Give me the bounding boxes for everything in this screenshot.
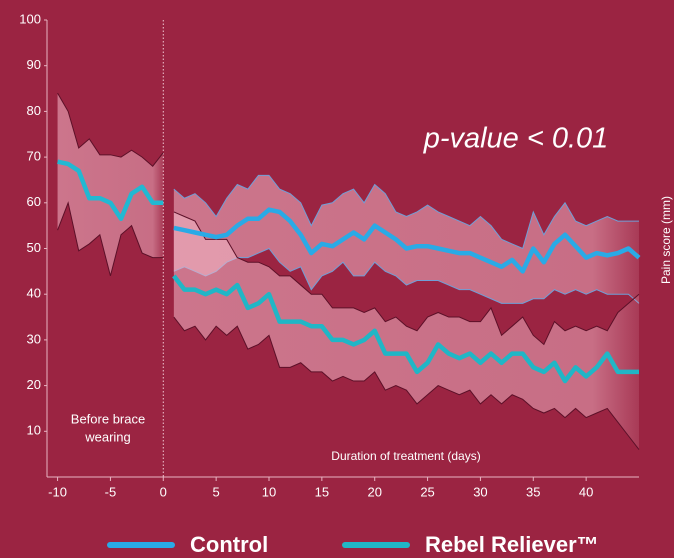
x-tick-label: 5 <box>213 484 220 499</box>
y-tick-label: 40 <box>27 286 41 301</box>
legend-label: Control <box>190 532 268 557</box>
band-edge <box>173 316 640 450</box>
x-tick-label: 0 <box>160 484 167 499</box>
y-tick-label: 50 <box>27 240 41 255</box>
y-tick-label: 70 <box>27 149 41 164</box>
band-edge <box>57 201 164 277</box>
before-label: wearing <box>84 429 131 444</box>
band-edge <box>173 174 639 250</box>
x-tick-label: -10 <box>48 484 67 499</box>
band-edge <box>173 247 640 304</box>
band-edge <box>57 92 164 167</box>
x-tick-label: 40 <box>579 484 593 499</box>
y-tick-label: 30 <box>27 331 41 346</box>
series-line <box>173 207 641 274</box>
y-tick-label: 90 <box>27 57 41 72</box>
x-axis-label: Duration of treatment (days) <box>331 449 480 463</box>
legend-label: Rebel Reliever™ <box>425 532 599 557</box>
x-tick-label: 30 <box>473 484 487 499</box>
before-label: Before brace <box>71 411 145 426</box>
y-axis-label: Pain score (mm) <box>659 196 673 284</box>
x-tick-label: -5 <box>105 484 117 499</box>
y-tick-label: 80 <box>27 103 41 118</box>
y-tick-label: 20 <box>27 377 41 392</box>
x-tick-label: 20 <box>367 484 381 499</box>
y-tick-label: 60 <box>27 194 41 209</box>
y-tick-label: 100 <box>19 11 41 26</box>
y-tick-label: 10 <box>27 423 41 438</box>
band-edge <box>173 211 640 346</box>
x-tick-label: 25 <box>420 484 434 499</box>
series-line <box>172 274 639 384</box>
x-tick-label: 35 <box>526 484 540 499</box>
x-tick-label: 10 <box>262 484 276 499</box>
series-line <box>57 159 164 222</box>
band <box>57 93 164 276</box>
p-value: p-value < 0.01 <box>423 123 609 155</box>
band <box>173 211 639 450</box>
x-tick-label: 15 <box>315 484 329 499</box>
